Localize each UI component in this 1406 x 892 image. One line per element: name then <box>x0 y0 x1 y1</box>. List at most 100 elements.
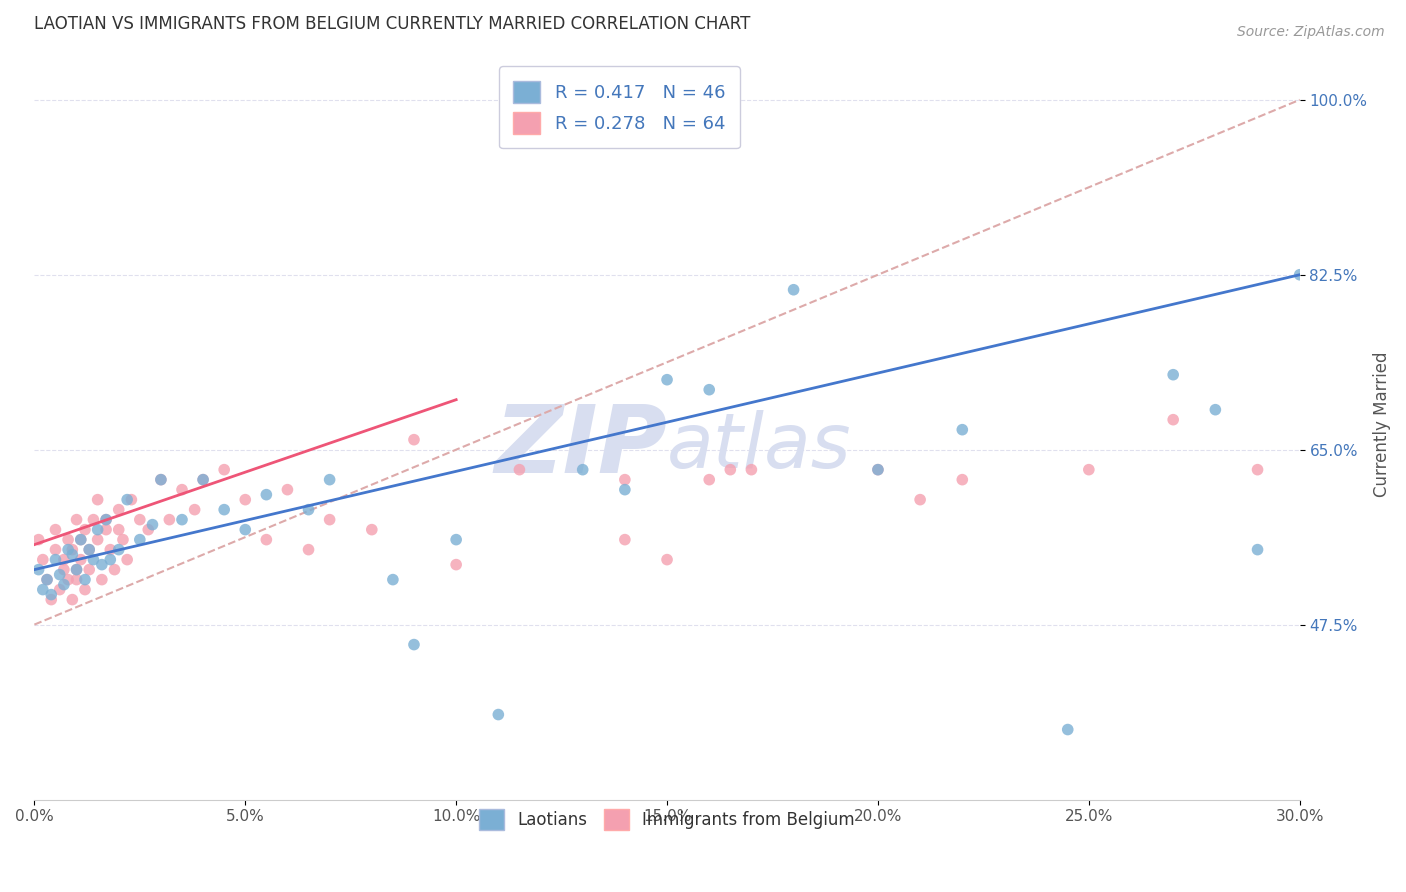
Point <box>90 573 112 587</box>
Point <box>60 548 83 562</box>
Text: ZIP: ZIP <box>494 401 666 493</box>
Point <box>381 573 404 587</box>
Point <box>103 563 125 577</box>
Point <box>65 513 87 527</box>
Point <box>950 473 973 487</box>
Point <box>115 492 138 507</box>
Point <box>402 638 425 652</box>
Point <box>107 502 129 516</box>
Point <box>111 533 134 547</box>
Point <box>44 542 66 557</box>
Legend: Laotians, Immigrants from Belgium: Laotians, Immigrants from Belgium <box>472 803 862 836</box>
Point <box>82 552 104 566</box>
Point <box>444 533 467 547</box>
Point <box>31 582 53 597</box>
Point <box>73 523 96 537</box>
Point <box>950 423 973 437</box>
Point <box>98 542 121 557</box>
Point <box>86 492 108 507</box>
Point <box>655 373 678 387</box>
Point <box>1056 723 1078 737</box>
Point <box>107 523 129 537</box>
Point <box>60 592 83 607</box>
Point <box>60 542 83 557</box>
Point <box>908 492 931 507</box>
Point <box>69 552 91 566</box>
Point <box>212 463 235 477</box>
Point <box>69 533 91 547</box>
Point <box>77 542 100 557</box>
Point <box>297 542 319 557</box>
Point <box>48 567 70 582</box>
Point <box>77 542 100 557</box>
Point <box>107 542 129 557</box>
Point <box>44 523 66 537</box>
Point <box>82 513 104 527</box>
Point <box>149 473 172 487</box>
Point <box>1077 463 1099 477</box>
Point <box>740 463 762 477</box>
Point <box>613 533 636 547</box>
Point <box>718 463 741 477</box>
Point <box>94 523 117 537</box>
Point <box>157 513 180 527</box>
Point <box>444 558 467 572</box>
Point <box>170 513 193 527</box>
Point <box>94 513 117 527</box>
Point <box>120 492 142 507</box>
Point <box>65 573 87 587</box>
Point <box>149 473 172 487</box>
Point <box>48 582 70 597</box>
Point <box>44 552 66 566</box>
Point <box>136 523 159 537</box>
Point <box>94 513 117 527</box>
Point <box>65 563 87 577</box>
Point <box>191 473 214 487</box>
Point <box>1161 368 1184 382</box>
Point <box>697 473 720 487</box>
Point <box>1204 402 1226 417</box>
Point <box>65 563 87 577</box>
Point <box>170 483 193 497</box>
Point <box>39 592 62 607</box>
Point <box>486 707 509 722</box>
Point <box>56 533 79 547</box>
Point <box>655 552 678 566</box>
Text: Source: ZipAtlas.com: Source: ZipAtlas.com <box>1237 25 1385 39</box>
Point <box>35 573 58 587</box>
Point <box>697 383 720 397</box>
Point <box>98 552 121 566</box>
Point <box>31 552 53 566</box>
Point <box>73 573 96 587</box>
Point <box>318 473 340 487</box>
Point <box>86 523 108 537</box>
Point <box>402 433 425 447</box>
Point <box>360 523 382 537</box>
Point <box>69 533 91 547</box>
Point <box>1246 542 1268 557</box>
Point <box>52 577 75 591</box>
Point <box>782 283 804 297</box>
Point <box>183 502 205 516</box>
Point <box>254 533 277 547</box>
Point <box>77 563 100 577</box>
Point <box>613 483 636 497</box>
Point <box>1161 412 1184 426</box>
Point <box>233 523 256 537</box>
Point <box>212 502 235 516</box>
Point <box>1288 268 1310 282</box>
Point <box>297 502 319 516</box>
Point <box>39 588 62 602</box>
Point <box>254 488 277 502</box>
Point <box>141 517 163 532</box>
Point <box>56 542 79 557</box>
Point <box>56 573 79 587</box>
Point <box>73 582 96 597</box>
Point <box>115 552 138 566</box>
Point <box>52 563 75 577</box>
Point <box>35 573 58 587</box>
Point <box>508 463 530 477</box>
Point <box>613 473 636 487</box>
Point <box>191 473 214 487</box>
Text: LAOTIAN VS IMMIGRANTS FROM BELGIUM CURRENTLY MARRIED CORRELATION CHART: LAOTIAN VS IMMIGRANTS FROM BELGIUM CURRE… <box>34 15 751 33</box>
